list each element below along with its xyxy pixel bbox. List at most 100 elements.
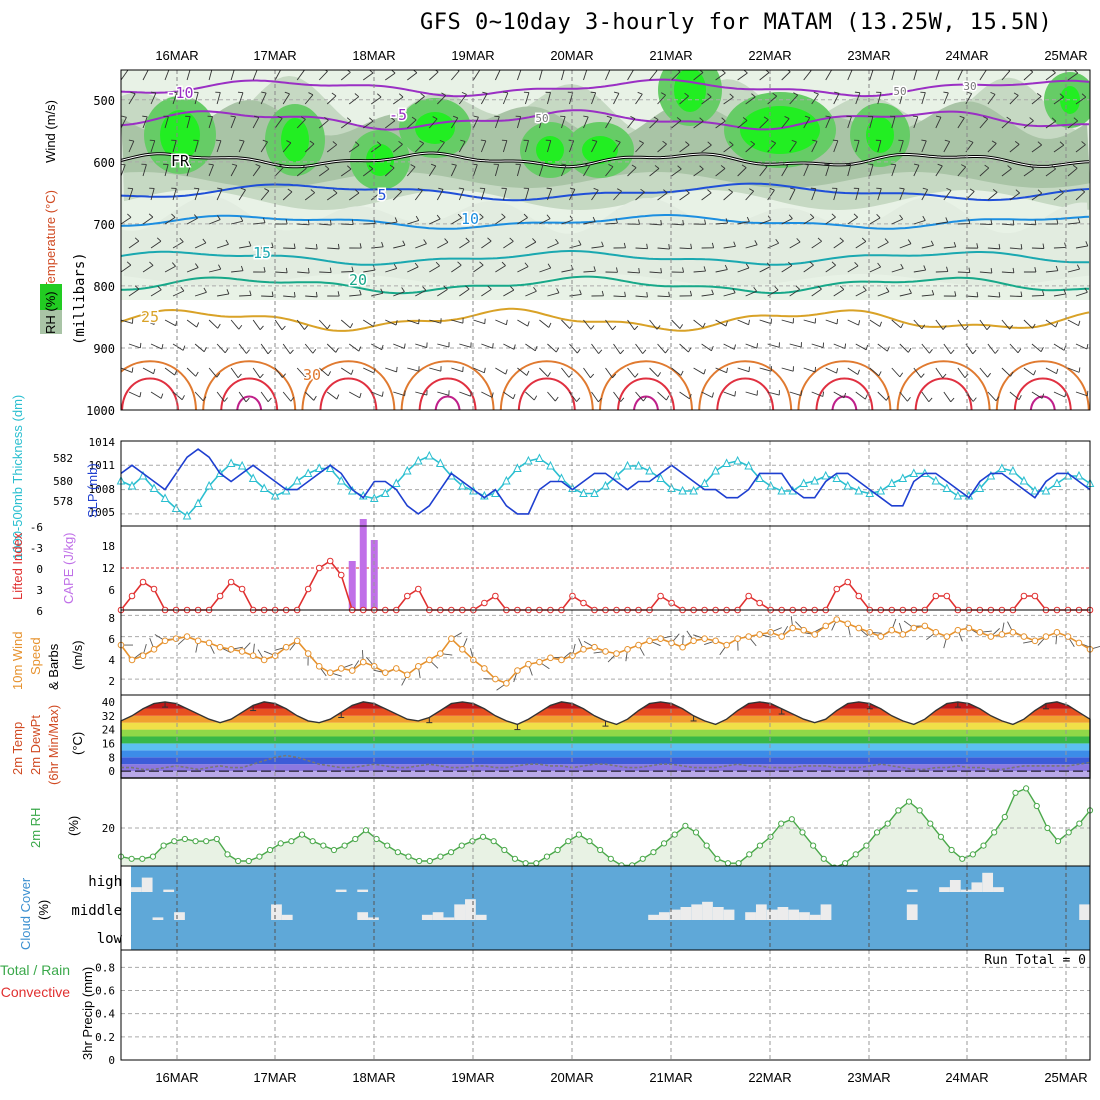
- contour-35-dome: [418, 377, 477, 410]
- wind-barb: [825, 116, 831, 129]
- wind-barb: [502, 188, 507, 201]
- wind-speed-line-point: [987, 633, 995, 640]
- wind-barb: [121, 216, 132, 225]
- wind-barb: [429, 367, 442, 372]
- wind-barb: [150, 343, 163, 350]
- wind-barb-flag: [349, 323, 354, 329]
- rh-cell-inner: [415, 112, 455, 144]
- wind-barb-flag: [707, 93, 712, 98]
- temp-tick-label: 40: [102, 696, 115, 709]
- wind-barb: [415, 289, 427, 297]
- wind-barb: [825, 367, 837, 374]
- rh-line-point: [735, 860, 742, 867]
- wind-barb: [715, 367, 727, 374]
- wind-barb: [679, 95, 689, 105]
- wind-barb: [283, 247, 296, 249]
- wind-barb-flag: [249, 290, 252, 296]
- rh-line-point: [128, 855, 135, 862]
- wind-barb: [516, 116, 522, 129]
- wind-barb-flag: [612, 325, 617, 331]
- wind-barb: [296, 319, 305, 330]
- wind-barb-flag: [615, 218, 618, 224]
- wind-barb: [304, 94, 314, 105]
- wind-barb-flag: [590, 373, 595, 379]
- wind-barb-flag: [130, 91, 136, 95]
- thickness-line-point: [458, 480, 467, 490]
- wind-barb-flag: [307, 268, 310, 274]
- thickness-line-point: [546, 460, 555, 470]
- wind-barb-flag: [606, 115, 612, 119]
- wind-barb: [348, 192, 360, 201]
- wind-barb-flag: [336, 394, 340, 400]
- wind-barb: [231, 270, 244, 273]
- wind-barb: [296, 70, 305, 81]
- cloud-middle-bar: [766, 909, 778, 920]
- wind-barb: [538, 116, 544, 129]
- wind-barb: [385, 267, 397, 273]
- wind-barb-flag: [890, 163, 896, 166]
- wind-barb: [803, 367, 816, 373]
- wind-barb: [547, 391, 556, 402]
- rh-line-point: [969, 851, 976, 858]
- wind-barb: [693, 367, 705, 375]
- cloud-high-bar: [335, 889, 347, 892]
- rh-line-point: [533, 860, 540, 867]
- wind-speed-line-point: [1020, 633, 1028, 640]
- wind-barb: [979, 271, 992, 274]
- thickness-line-point: [634, 460, 643, 470]
- wind-barb: [1075, 245, 1088, 249]
- wind-barb: [671, 71, 681, 81]
- rh-line-point: [501, 846, 508, 854]
- wind-barb: [649, 119, 659, 129]
- wind-barb: [495, 216, 506, 225]
- wind-barb: [789, 94, 799, 105]
- wind-speed-line-point: [888, 626, 896, 634]
- thickness-line-point: [810, 475, 820, 485]
- thickness-line-point: [413, 455, 423, 465]
- temp-color-band: [121, 701, 1090, 702]
- wind-barb: [767, 289, 779, 297]
- wind-barb: [649, 319, 658, 330]
- wind-speed-line-point: [514, 667, 521, 674]
- wind-barb-flag: [746, 216, 750, 222]
- wind-barb-flag: [324, 165, 330, 170]
- wind-barb-flag: [290, 397, 295, 402]
- temp-color-band: [121, 764, 1090, 772]
- wind-speed-line-point: [635, 641, 642, 649]
- wind-barb: [569, 140, 575, 153]
- rh-line-point: [586, 838, 593, 845]
- wind-barb: [230, 319, 240, 330]
- wind-barb: [833, 391, 845, 399]
- wind-barb: [393, 244, 406, 249]
- thickness-line-point: [402, 465, 412, 475]
- wind-barb-flag: [749, 188, 754, 192]
- wind-barb-flag: [790, 187, 796, 190]
- wind-barb-flag: [900, 263, 904, 269]
- cloud-middle-bar: [271, 904, 282, 920]
- wind-barb: [238, 140, 245, 153]
- wind-barb-flag: [533, 395, 538, 401]
- wind-barb: [811, 141, 818, 153]
- wind-barb: [679, 144, 690, 153]
- wind-barb: [869, 266, 881, 273]
- wind-barb-flag: [293, 292, 296, 298]
- wind-barb-flag: [355, 141, 360, 146]
- cloud-middle-bar: [702, 901, 713, 920]
- wind-barb-flag: [1051, 165, 1056, 170]
- wind-barb: [613, 93, 620, 105]
- wind-barb: [502, 92, 509, 105]
- rh-line-point: [948, 846, 955, 854]
- wind-barb-flag: [313, 395, 317, 401]
- temp-color-band: [121, 757, 1090, 765]
- wind-barb-flag: [630, 116, 636, 120]
- wind-barb: [451, 217, 462, 225]
- wind-barb: [261, 295, 274, 297]
- wind-barb-flag: [1033, 370, 1036, 376]
- rh-line-point: [437, 853, 444, 860]
- wind-speed-line-point: [525, 660, 532, 668]
- cloud-middle-bar: [432, 912, 444, 920]
- wind-barb: [348, 144, 360, 153]
- lifted-index-line-point: [139, 578, 147, 586]
- wind-barb: [789, 141, 797, 153]
- cloud-middle-bar: [788, 909, 800, 920]
